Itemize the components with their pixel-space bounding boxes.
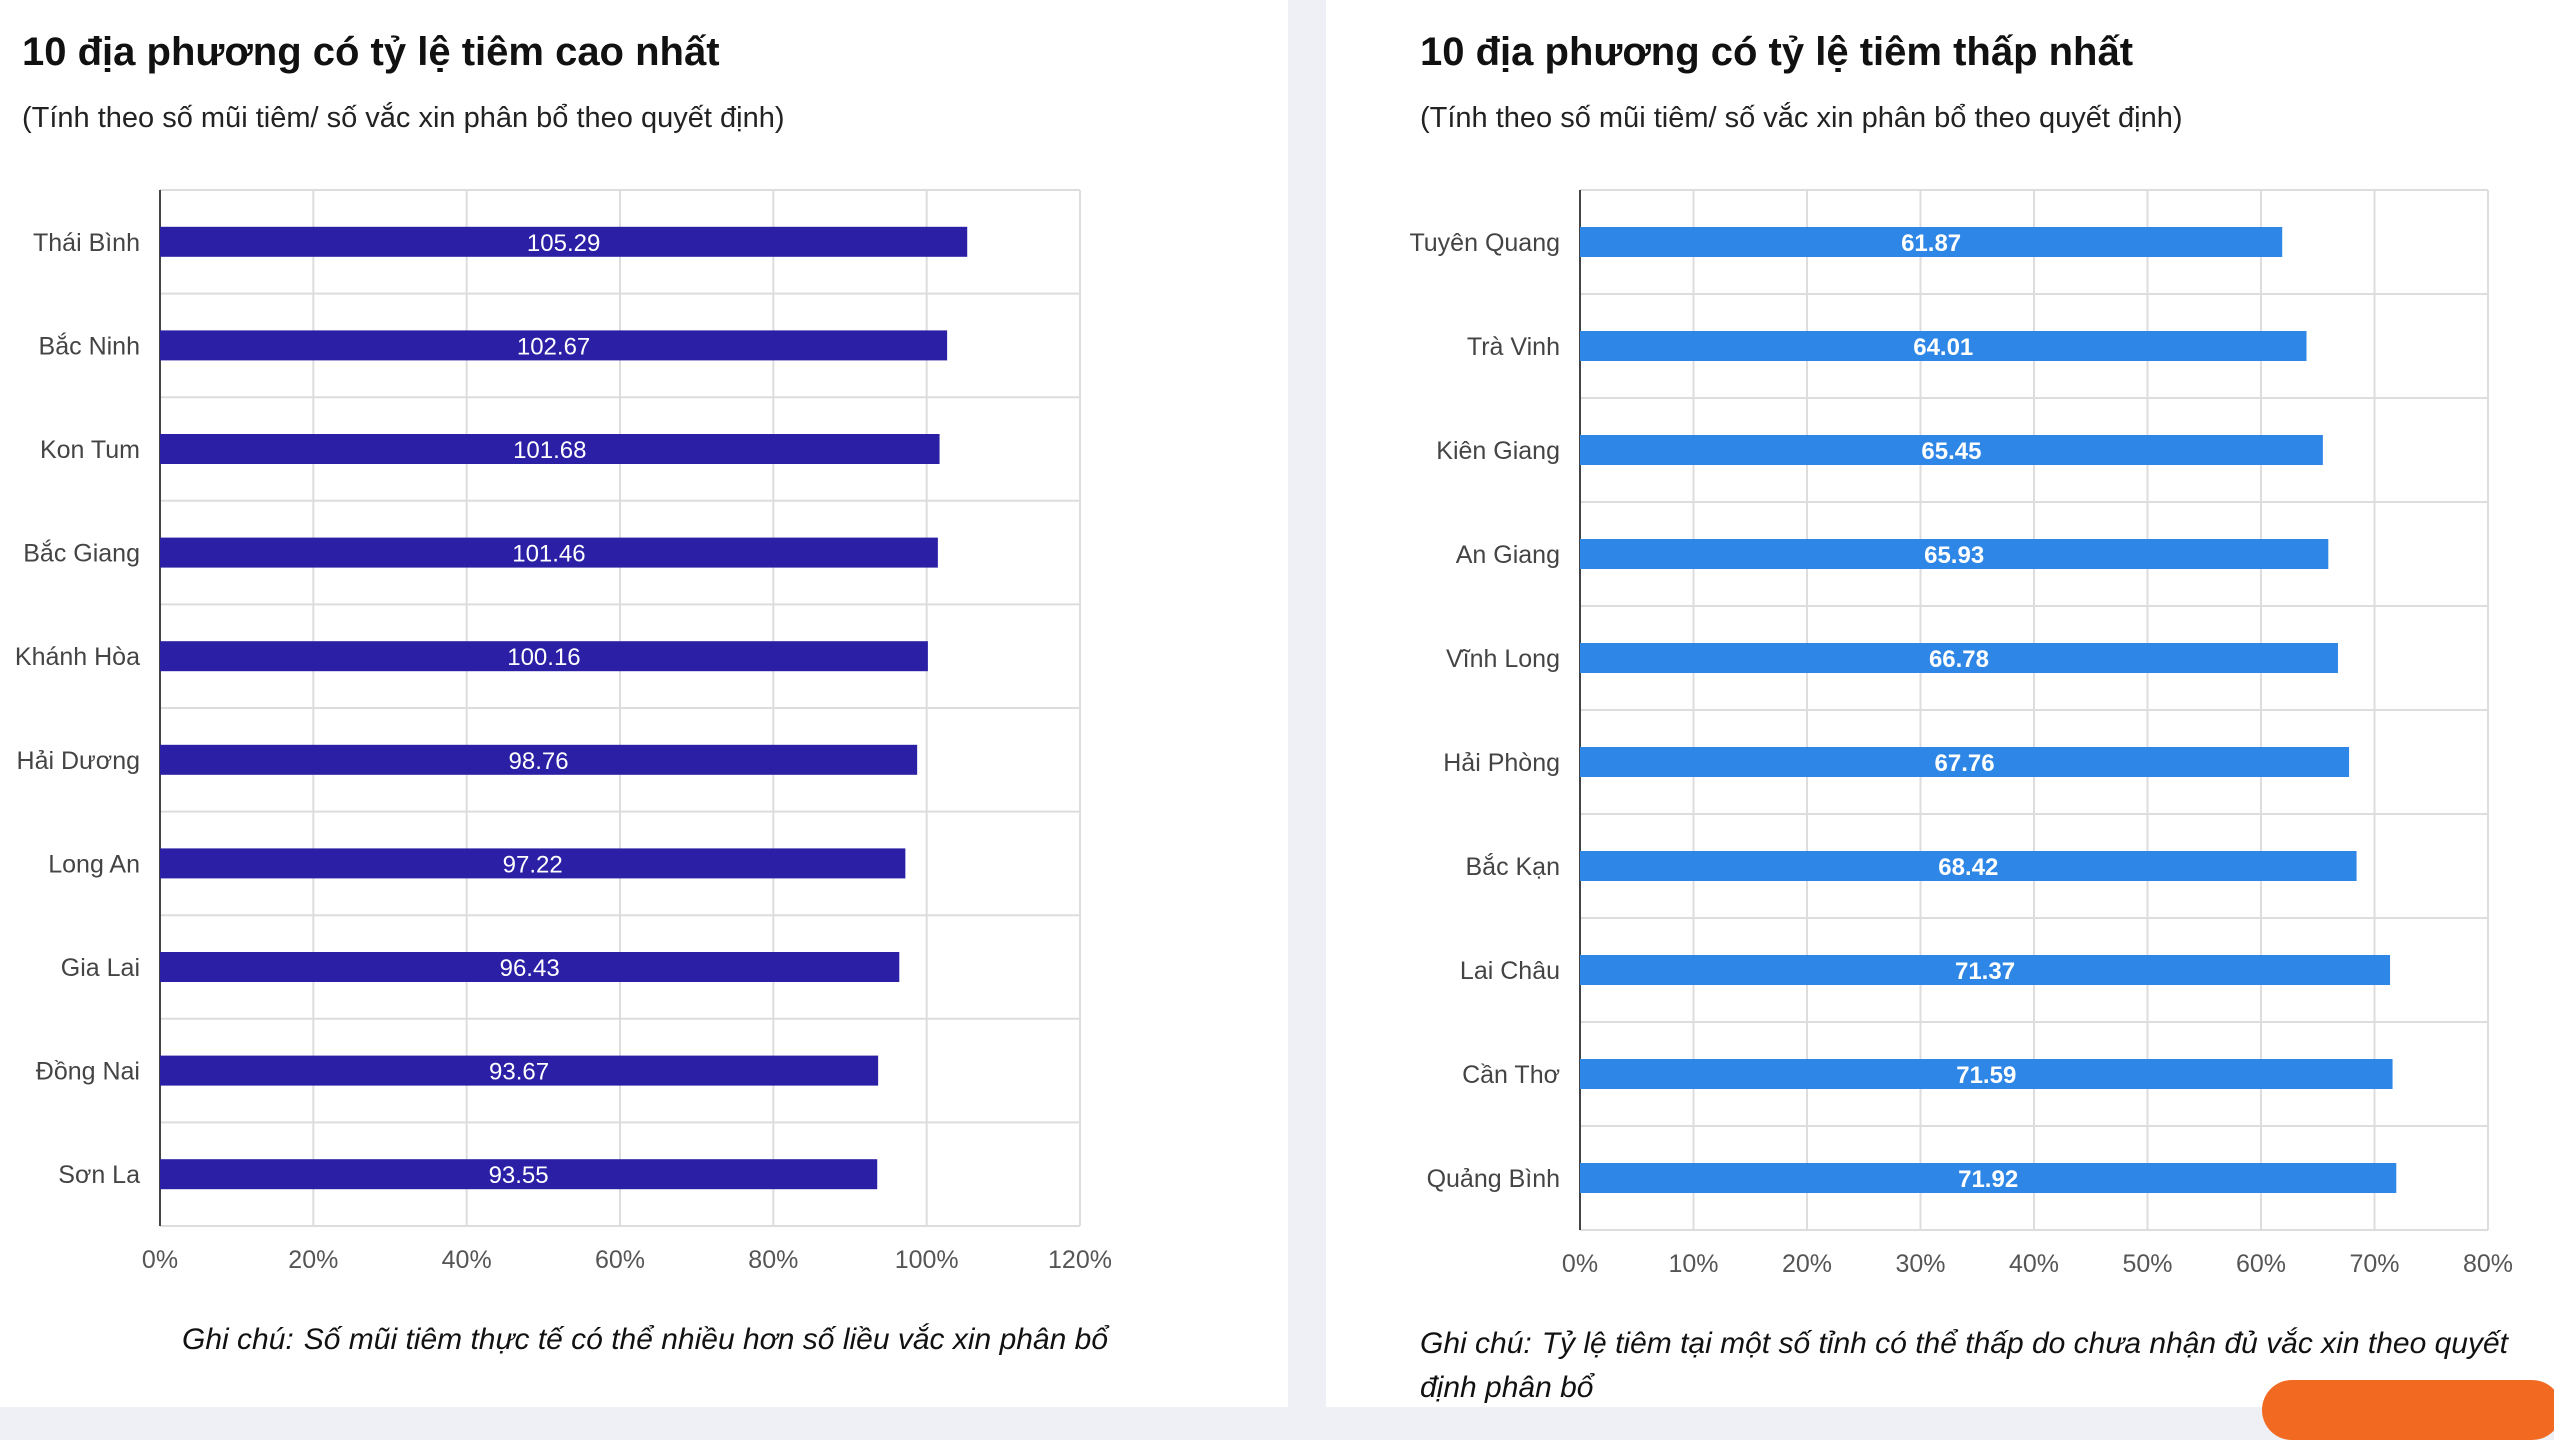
x-tick-label: 80% [748,1246,798,1274]
category-label: Cần Thơ [1462,1061,1560,1089]
bar-chart-highest: 0% 20% 40% 60% 80% 100% 120% Thái Bình 105.29 Bắc… [15,189,1112,1274]
bar [1580,851,2357,881]
category-label: Trà Vinh [1467,333,1560,361]
x-tick-label: 40% [2009,1250,2059,1278]
category-label: Bắc Ninh [39,331,140,360]
bar [160,744,918,775]
data-label: 101.46 [512,541,585,568]
bar [160,434,940,464]
data-label: 93.55 [489,1162,549,1189]
chart-title: 10 địa phương có tỷ lệ tiêm thấp nhất [1420,30,2134,74]
category-label: Bắc Kạn [1465,852,1560,881]
scroll-to-top-button[interactable] [2262,1380,2554,1440]
bar [1580,747,2350,777]
data-label: 65.93 [1924,542,1984,569]
chart-note: Ghi chú: Số mũi tiêm thực tế có thể nhiều… [182,1318,1262,1362]
data-label: 65.45 [1921,438,1981,465]
category-label: Sơn La [58,1161,140,1189]
category-label: An Giang [1456,541,1560,569]
bar [1580,435,2323,465]
data-label: 105.29 [527,230,600,257]
data-label: 71.37 [1955,958,2015,985]
category-label: Kiên Giang [1436,437,1560,465]
data-label: 71.59 [1956,1062,2016,1089]
chart-panel-lowest: 10 địa phương có tỷ lệ tiêm thấp nhất (T… [1326,0,2554,1407]
bar [1580,227,2283,257]
category-label: Bắc Giang [23,539,140,568]
data-label: 71.92 [1958,1166,2018,1193]
chart-panel-highest: 10 địa phương có tỷ lệ tiêm cao nhất (Tí… [0,0,1288,1407]
data-label: 102.67 [517,333,590,360]
bar-chart-lowest: 0% 10% 20% 30% 40% 50% 60% 70% 80% Tuyên Quang 61.… [1409,189,2513,1278]
x-tick-label: 40% [442,1246,492,1274]
bar [160,952,900,982]
x-tick-label: 10% [1668,1250,1718,1278]
data-label: 61.87 [1901,230,1961,257]
category-label: Gia Lai [61,954,140,982]
category-label: Khánh Hòa [15,643,140,671]
bar [160,1055,879,1086]
x-tick-label: 0% [142,1246,178,1274]
x-tick-label: 20% [288,1246,338,1274]
x-tick-label: 60% [595,1246,645,1274]
data-label: 67.76 [1935,750,1995,777]
bar [160,226,968,257]
data-label: 96.43 [500,955,560,982]
category-label: Quảng Bình [1427,1165,1560,1193]
category-label: Hải Dương [17,747,140,775]
x-tick-label: 100% [895,1246,959,1274]
chart-subtitle: (Tính theo số mũi tiêm/ số vắc xin phân … [1420,102,2183,134]
x-tick-label: 50% [2122,1250,2172,1278]
note-text: Tỷ lệ tiêm tại một số tỉnh có thể thấp d… [1420,1327,2508,1404]
x-tick-label: 30% [1895,1250,1945,1278]
bar [1580,539,2329,569]
note-label: Ghi chú: [1420,1327,1532,1360]
category-label: Kon Tum [40,436,140,464]
bar [160,848,906,879]
x-tick-label: 60% [2236,1250,2286,1278]
bar [160,1159,878,1190]
data-label: 97.22 [503,851,563,878]
category-label: Đồng Nai [36,1058,140,1086]
category-label: Hải Phòng [1443,749,1560,777]
category-label: Vĩnh Long [1446,645,1560,673]
bar [1580,331,2307,361]
data-label: 66.78 [1929,646,1989,673]
x-tick-label: 0% [1562,1250,1598,1278]
note-text: Số mũi tiêm thực tế có thể nhiều hơn số … [303,1323,1109,1356]
category-label: Tuyên Quang [1409,229,1560,257]
note-label: Ghi chú: [182,1323,294,1356]
data-label: 93.67 [489,1059,549,1086]
chart-note: Ghi chú: Tỷ lệ tiêm tại một số tỉnh có th… [1420,1322,2530,1410]
bar [1580,1059,2393,1089]
bar [160,537,938,568]
x-tick-label: 20% [1782,1250,1832,1278]
data-label: 100.16 [507,644,580,671]
chart-title: 10 địa phương có tỷ lệ tiêm cao nhất [22,30,720,74]
category-label: Long An [48,850,140,878]
data-label: 101.68 [513,437,586,464]
x-tick-label: 120% [1048,1246,1112,1274]
bar [160,641,928,672]
category-label: Thái Bình [33,229,140,257]
x-tick-label: 80% [2463,1250,2513,1278]
bar [1580,643,2338,673]
bar [160,330,948,361]
data-label: 98.76 [509,748,569,775]
bar [1580,1163,2397,1193]
x-tick-label: 70% [2349,1250,2399,1278]
data-label: 68.42 [1938,854,1998,881]
data-label: 64.01 [1913,334,1973,361]
bar [1580,955,2391,985]
category-label: Lai Châu [1460,957,1560,985]
chart-subtitle: (Tính theo số mũi tiêm/ số vắc xin phân … [22,102,785,134]
